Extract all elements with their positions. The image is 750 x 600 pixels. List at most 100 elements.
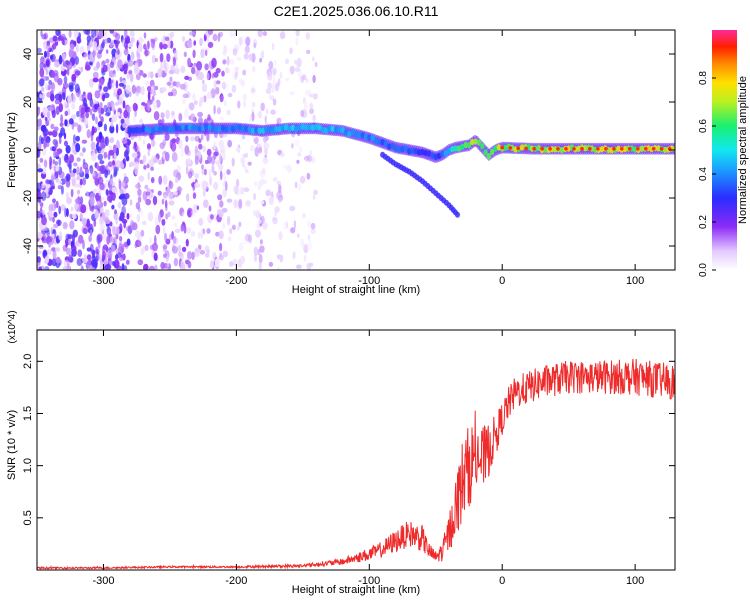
heatmap-scatter-blob xyxy=(131,152,138,158)
heatmap-track-cell xyxy=(177,125,183,133)
heatmap-scatter-blob xyxy=(194,145,199,154)
heatmap-track-cell xyxy=(413,148,418,155)
heatmap-scatter-blob xyxy=(185,238,189,247)
heatmap-scatter-blob xyxy=(48,203,54,213)
heatmap-scatter-blob xyxy=(300,238,305,248)
heatmap-scatter-blob xyxy=(195,182,198,187)
colorbar-tick-label: 0.8 xyxy=(698,71,709,85)
heatmap-track-cell xyxy=(423,149,428,156)
heatmap-track-cell xyxy=(307,124,312,131)
heatmap-scatter-blob xyxy=(304,101,308,111)
heatmap-track-cell xyxy=(623,145,628,153)
snr-x-tick-label: -100 xyxy=(358,575,380,587)
heatmap-scatter-blob xyxy=(123,265,128,270)
heatmap-scatter-blob xyxy=(51,232,55,239)
heatmap-scatter-blob xyxy=(74,56,80,65)
heatmap-scatter-blob xyxy=(290,227,296,234)
heatmap-scatter-blob xyxy=(86,254,92,261)
heatmap-scatter-blob xyxy=(72,213,77,220)
heatmap-scatter-blob xyxy=(233,185,239,195)
heatmap-scatter-blob xyxy=(65,247,72,256)
heatmap-scatter-blob xyxy=(242,69,247,76)
heatmap-scatter-blob xyxy=(295,30,300,37)
heatmap-scatter-blob xyxy=(153,111,160,121)
heatmap-track-cell xyxy=(370,134,375,142)
heatmap-scatter-blob xyxy=(118,82,125,87)
heatmap-scatter-blob xyxy=(86,247,92,252)
heatmap-scatter-blob xyxy=(154,264,158,270)
heatmap-track-cell xyxy=(446,147,452,154)
heatmap-scatter-blob xyxy=(170,142,177,152)
heatmap-scatter-blob xyxy=(307,154,313,163)
heatmap-scatter-blob xyxy=(175,177,179,183)
heatmap-x-tick-label: 0 xyxy=(499,275,505,287)
heatmap-scatter-blob xyxy=(115,217,118,225)
heatmap-scatter-blob xyxy=(134,110,137,117)
heatmap-track-cell xyxy=(161,124,166,132)
heatmap-scatter-blob xyxy=(226,55,230,66)
heatmap-scatter-blob xyxy=(103,258,109,265)
heatmap-scatter-blob xyxy=(289,47,293,55)
heatmap-scatter-blob xyxy=(132,222,138,231)
heatmap-track-peak xyxy=(588,147,592,151)
heatmap-scatter-blob xyxy=(268,94,272,100)
heatmap-scatter-blob xyxy=(296,264,302,269)
heatmap-scatter-blob xyxy=(148,159,153,166)
heatmap-scatter-blob xyxy=(61,33,66,39)
heatmap-scatter-blob xyxy=(40,191,47,202)
heatmap-scatter-blob xyxy=(126,213,130,220)
heatmap-scatter-blob xyxy=(109,235,115,245)
heatmap-scatter-blob xyxy=(39,202,44,208)
heatmap-scatter-blob xyxy=(75,44,79,53)
heatmap-scatter-blob xyxy=(306,172,311,180)
heatmap-scatter-blob xyxy=(99,165,105,175)
heatmap-track-peak xyxy=(620,147,624,151)
heatmap-scatter-blob xyxy=(262,157,269,165)
heatmap-scatter-blob xyxy=(69,84,74,92)
heatmap-scatter-blob xyxy=(240,255,246,264)
heatmap-scatter-blob xyxy=(219,242,223,252)
heatmap-scatter-blob xyxy=(72,134,76,144)
heatmap-track-cell xyxy=(154,124,159,132)
heatmap-scatter-blob xyxy=(117,202,122,209)
heatmap-scatter-blob xyxy=(265,189,272,197)
heatmap-scatter-blob xyxy=(52,198,56,203)
heatmap-scatter-blob xyxy=(81,139,88,144)
heatmap-scatter-blob xyxy=(219,116,224,121)
heatmap-scatter-blob xyxy=(206,228,211,234)
heatmap-scatter-blob xyxy=(38,265,42,270)
heatmap-scatter-blob xyxy=(264,115,267,124)
heatmap-scatter-blob xyxy=(122,100,126,109)
heatmap-scatter-blob xyxy=(59,122,64,127)
heatmap-scatter-blob xyxy=(234,66,240,72)
heatmap-scatter-blob xyxy=(278,231,283,241)
heatmap-scatter-blob xyxy=(37,182,42,192)
heatmap-scatter-blob xyxy=(279,71,283,80)
heatmap-y-axis-label: Frequency (Hz) xyxy=(6,112,18,188)
heatmap-scatter-blob xyxy=(99,212,103,218)
heatmap-scatter-blob xyxy=(104,112,111,117)
heatmap-scatter-blob xyxy=(37,256,41,263)
heatmap-scatter-blob xyxy=(100,78,104,86)
heatmap-scatter-blob xyxy=(293,220,297,230)
heatmap-scatter-blob xyxy=(237,100,241,109)
heatmap-scatter-blob xyxy=(136,52,141,59)
heatmap-scatter-blob xyxy=(62,39,65,45)
snr-y-axis-label: SNR (10 * v/v) xyxy=(6,410,18,480)
heatmap-scatter-blob xyxy=(74,70,81,76)
heatmap-scatter-blob xyxy=(109,136,115,144)
heatmap-track-cell xyxy=(277,125,282,133)
heatmap-scatter-blob xyxy=(76,166,80,176)
heatmap-scatter-blob xyxy=(48,210,54,218)
heatmap-track-cell xyxy=(433,153,438,161)
heatmap-scatter-blob xyxy=(212,33,218,42)
heatmap-scatter-blob xyxy=(226,109,232,116)
heatmap-track-cell xyxy=(360,131,365,139)
heatmap-scatter-blob xyxy=(168,200,175,206)
heatmap-x-tick-label: -100 xyxy=(358,275,380,287)
heatmap-scatter-blob xyxy=(127,59,134,67)
heatmap-scatter-blob xyxy=(51,129,58,138)
heatmap-y-axis: -40 -20 0 20 40 xyxy=(22,48,675,254)
heatmap-scatter-blob xyxy=(255,209,260,219)
heatmap-scatter-blob xyxy=(231,157,235,167)
